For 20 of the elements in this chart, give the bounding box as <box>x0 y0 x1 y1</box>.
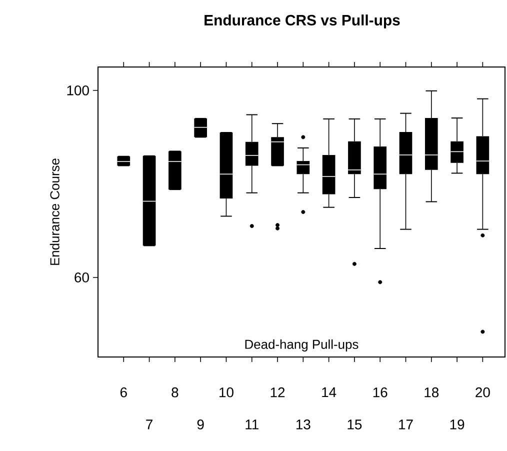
x-tick-label: 14 <box>322 387 336 398</box>
y-tick-label: 100 <box>67 85 89 96</box>
x-tick-label: 16 <box>373 387 388 398</box>
x-tick-label: 12 <box>270 387 285 398</box>
y-axis-title: Endurance Course <box>50 158 60 265</box>
x-tick-label: 7 <box>146 420 152 430</box>
x-tick-label: 19 <box>450 420 464 430</box>
x-tick-label: 9 <box>197 420 204 430</box>
x-tick-label: 8 <box>172 387 178 398</box>
x-tick-label: 11 <box>246 420 258 430</box>
y-tick-label: 60 <box>74 272 89 282</box>
x-tick-label: 17 <box>399 420 413 430</box>
x-tick-label: 13 <box>296 420 310 430</box>
x-tick-label: 15 <box>348 420 362 430</box>
x-tick-label: 20 <box>476 387 490 398</box>
x-tick-label: 10 <box>220 387 234 398</box>
chart-title: Endurance CRS vs Pull-ups <box>204 14 400 28</box>
x-axis-title: Dead-hang Pull-ups <box>245 339 358 352</box>
x-tick-label: 18 <box>424 387 439 398</box>
x-tick-label: 6 <box>120 387 127 398</box>
